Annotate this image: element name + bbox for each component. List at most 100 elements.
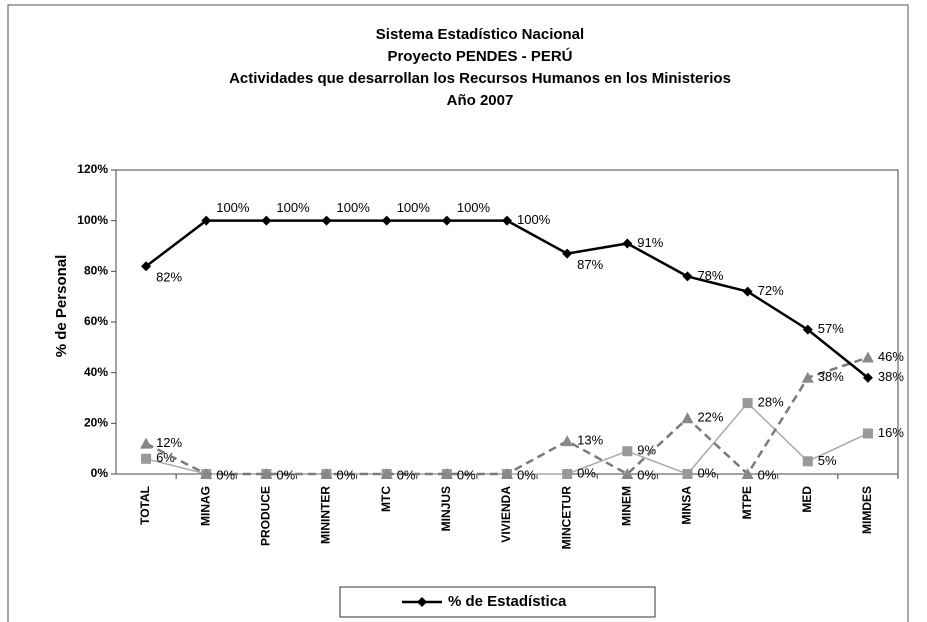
legend-label: % de Estadística xyxy=(448,593,567,610)
data-point xyxy=(200,468,213,479)
data-point xyxy=(441,215,452,226)
chart-frame xyxy=(7,4,909,622)
data-point xyxy=(562,469,573,479)
data-point xyxy=(501,468,513,479)
chart-title: Año 2007 xyxy=(447,92,514,109)
data-point xyxy=(862,372,873,383)
data-point xyxy=(622,446,633,457)
data-point xyxy=(381,215,392,226)
data-label: 0% xyxy=(337,467,356,482)
x-tick-label: MINSA xyxy=(680,486,694,525)
data-point xyxy=(321,215,332,226)
data-label: 0% xyxy=(758,467,777,482)
x-tick-label: MINJUS xyxy=(439,486,453,531)
data-label: 0% xyxy=(517,467,536,482)
x-tick-label: TOTAL xyxy=(138,486,152,525)
x-tick-label: VIVIENDA xyxy=(499,486,513,543)
data-label: 13% xyxy=(577,433,603,448)
data-point xyxy=(862,428,873,439)
data-label: 9% xyxy=(637,443,656,458)
x-tick-label: MINCETUR xyxy=(559,486,573,550)
data-label: 38% xyxy=(818,369,844,384)
data-point xyxy=(861,351,874,363)
data-point xyxy=(621,468,634,479)
data-label: 28% xyxy=(758,395,784,410)
data-point xyxy=(261,215,272,226)
data-point xyxy=(802,456,813,467)
data-label: 5% xyxy=(818,453,837,468)
data-label: 87% xyxy=(577,257,603,272)
legend-box xyxy=(339,586,656,618)
x-tick-label: MIMDES xyxy=(860,486,874,534)
series-line xyxy=(145,219,869,379)
chart-title: Proyecto PENDES - PERÚ xyxy=(387,47,572,65)
data-point xyxy=(682,469,693,479)
data-label: 16% xyxy=(878,425,904,440)
data-label: 91% xyxy=(637,235,663,250)
data-label: 100% xyxy=(276,200,310,215)
data-label: 22% xyxy=(697,410,723,425)
data-label: 0% xyxy=(457,467,476,482)
x-tick-label: MTPE xyxy=(740,486,754,519)
data-point xyxy=(260,468,273,479)
data-point xyxy=(801,371,814,383)
plot-area xyxy=(115,169,899,475)
y-tick-label: 60% xyxy=(84,314,108,328)
data-label: 0% xyxy=(697,465,716,480)
data-label: 78% xyxy=(697,268,723,283)
y-axis-label: % de Personal xyxy=(53,255,70,358)
y-tick-label: 20% xyxy=(84,416,108,430)
data-point xyxy=(802,324,813,335)
data-point xyxy=(320,468,333,479)
data-label: 100% xyxy=(517,212,551,227)
data-label: 100% xyxy=(337,200,371,215)
data-point xyxy=(742,286,753,297)
y-tick-label: 0% xyxy=(91,466,109,480)
x-tick-label: MTC xyxy=(379,486,393,512)
data-point xyxy=(380,468,393,479)
data-label: 100% xyxy=(397,200,431,215)
data-point xyxy=(141,261,152,272)
data-label: 12% xyxy=(156,435,182,450)
data-label: 0% xyxy=(216,467,235,482)
y-tick-label: 40% xyxy=(84,365,108,379)
legend-marker xyxy=(417,597,427,607)
data-label: 6% xyxy=(156,450,175,465)
data-point xyxy=(141,453,152,464)
data-point xyxy=(622,238,633,249)
series-line xyxy=(145,401,869,475)
x-tick-label: PRODUCE xyxy=(259,486,273,546)
data-label: 46% xyxy=(878,349,904,364)
data-label: 100% xyxy=(457,200,491,215)
data-point xyxy=(140,437,153,449)
data-label: 0% xyxy=(276,467,295,482)
data-point xyxy=(440,468,453,479)
data-label: 0% xyxy=(637,467,656,482)
data-point xyxy=(682,271,693,282)
chart-title: Actividades que desarrollan los Recursos… xyxy=(229,70,731,87)
x-tick-label: MED xyxy=(800,486,814,513)
x-tick-label: MINEM xyxy=(619,486,633,526)
data-label: 57% xyxy=(818,321,844,336)
data-point xyxy=(742,398,753,409)
data-point xyxy=(681,412,694,424)
data-point xyxy=(741,468,754,479)
y-tick-label: 120% xyxy=(77,162,108,176)
data-label: 72% xyxy=(758,283,784,298)
data-point xyxy=(562,248,573,259)
data-label: 100% xyxy=(216,200,250,215)
data-label: 0% xyxy=(577,465,596,480)
chart-title: Sistema Estadístico Nacional xyxy=(376,26,584,43)
data-label: 82% xyxy=(156,270,182,285)
y-tick-label: 100% xyxy=(77,213,108,227)
data-point xyxy=(561,435,574,447)
data-point xyxy=(502,215,512,226)
data-label: 0% xyxy=(397,467,416,482)
y-tick-label: 80% xyxy=(84,264,108,278)
data-point xyxy=(201,215,212,226)
x-tick-label: MINAG xyxy=(198,486,212,526)
data-label: 38% xyxy=(878,369,904,384)
x-tick-label: MININTER xyxy=(319,486,333,544)
